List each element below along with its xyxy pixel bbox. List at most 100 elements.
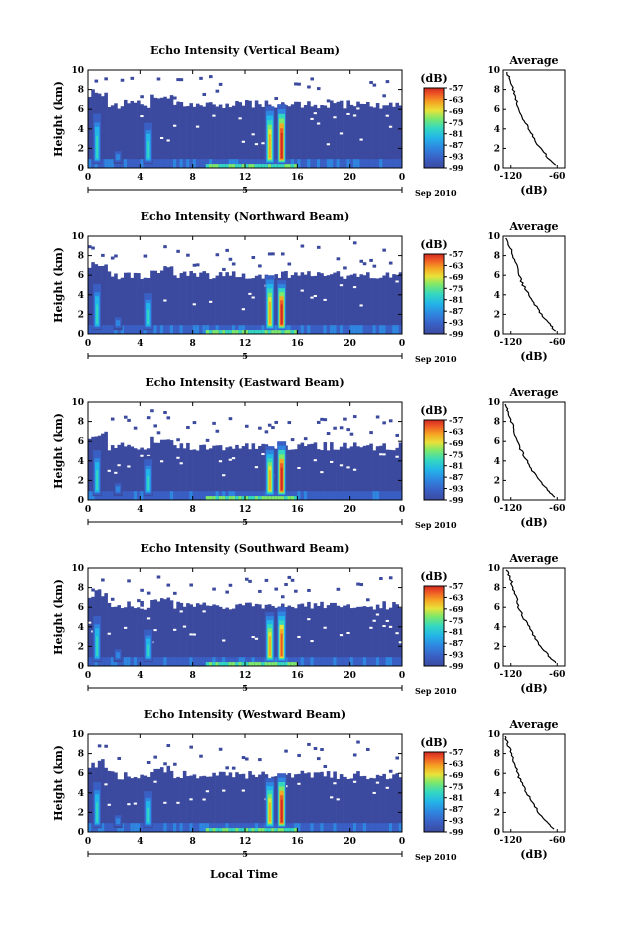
avg-x-tick-label: -120: [499, 338, 522, 348]
y-tick-label: 8: [78, 252, 84, 262]
y-tick-label: 2: [78, 808, 84, 818]
x-axis-label: Local Time: [210, 868, 278, 881]
x-tick-label: 20: [343, 173, 356, 183]
y-tick-label: 0: [78, 496, 84, 506]
y-tick-label: 6: [78, 603, 84, 613]
avg-x-tick-label: -120: [499, 836, 522, 846]
colorbar-tick-label: -69: [449, 438, 464, 448]
x-tick-label: 12: [239, 671, 252, 681]
x-tick-label: 0: [85, 339, 91, 349]
x-tick-label: 4: [137, 671, 143, 681]
convective-cell: [268, 134, 271, 159]
colorbar-tick-label: -57: [449, 249, 463, 259]
convective-cell: [268, 470, 271, 491]
x-tick-label: 0: [399, 173, 405, 183]
x-tick-label: 16: [291, 671, 304, 681]
colorbar-tick-label: -81: [449, 129, 463, 139]
avg-y-tick-label: 6: [494, 271, 500, 281]
x-tick-label: 0: [85, 837, 91, 847]
y-tick-label: 0: [78, 330, 84, 340]
average-profile-line: [504, 735, 555, 830]
avg-y-tick-label: 6: [494, 769, 500, 779]
convective-cell: [117, 655, 119, 657]
avg-y-tick-label: 10: [487, 66, 500, 76]
avg-y-tick-label: 0: [494, 330, 500, 340]
convective-cell: [280, 132, 283, 159]
average-profile-line: [504, 403, 556, 498]
colorbar-tick-label: -75: [449, 283, 463, 293]
echo-field: [88, 575, 403, 666]
avg-y-tick-label: 6: [494, 437, 500, 447]
average-x-label: (dB): [520, 848, 547, 861]
x-tick-label: 16: [291, 837, 304, 847]
y-tick-label: 2: [78, 144, 84, 154]
average-frame: [502, 733, 566, 833]
convective-cell: [96, 636, 99, 657]
x-tick-label: 0: [85, 173, 91, 183]
average-frame: [502, 567, 566, 667]
avg-y-tick-label: 2: [494, 476, 500, 486]
y-tick-label: 4: [78, 291, 84, 301]
avg-x-tick-label: -60: [549, 836, 565, 846]
average-profile-line: [506, 71, 557, 166]
x-tick-label: 4: [137, 173, 143, 183]
echo-field: [88, 409, 403, 500]
colorbar-tick-label: -93: [449, 152, 464, 162]
y-axis-label: Height (km): [52, 247, 65, 323]
panel-title: Echo Intensity (Southward Beam): [141, 542, 350, 555]
avg-y-tick-label: 2: [494, 144, 500, 154]
avg-x-tick-label: -120: [499, 504, 522, 514]
convective-cell: [117, 323, 119, 325]
day-label: 5: [242, 185, 248, 195]
colorbar-tick-label: -63: [449, 758, 464, 768]
colorbar-tick-label: -99: [449, 163, 464, 173]
avg-y-tick-label: 10: [487, 232, 500, 242]
panel-title: Echo Intensity (Vertical Beam): [150, 44, 340, 57]
beam-panel: Echo Intensity (Southward Beam) 0 2 4 6 8 10 0 4…: [52, 542, 566, 696]
colorbar-tick-label: -75: [449, 117, 463, 127]
day-label: 5: [242, 517, 248, 527]
colorbar-tick-label: -93: [449, 484, 464, 494]
avg-y-tick-label: 6: [494, 603, 500, 613]
colorbar-tick-label: -69: [449, 272, 464, 282]
colorbar-unit: (dB): [420, 570, 447, 583]
x-tick-label: 16: [291, 173, 304, 183]
convective-cell: [147, 807, 150, 823]
convective-cell: [147, 644, 150, 657]
y-tick-label: 10: [71, 564, 84, 574]
y-tick-label: 8: [78, 418, 84, 428]
avg-x-tick-label: -120: [499, 670, 522, 680]
y-tick-label: 8: [78, 86, 84, 96]
x-tick-label: 8: [190, 837, 196, 847]
x-tick-label: 0: [399, 339, 405, 349]
colorbar-tick-label: -81: [449, 461, 463, 471]
convective-cell: [147, 309, 150, 325]
y-tick-label: 8: [78, 584, 84, 594]
y-tick-label: 6: [78, 437, 84, 447]
average-title: Average: [508, 718, 558, 731]
beam-panel: Echo Intensity (Westward Beam) 0 2 4 6 8 10 0 4 8…: [52, 708, 566, 862]
colorbar-tick-label: -63: [449, 426, 464, 436]
colorbar-tick-label: -75: [449, 781, 463, 791]
colorbar-tick-label: -63: [449, 94, 464, 104]
colorbar-tick-label: -81: [449, 793, 463, 803]
y-tick-label: 10: [71, 232, 84, 242]
colorbar-tick-label: -69: [449, 770, 464, 780]
convective-cell: [280, 799, 283, 823]
colorbar-tick-label: -93: [449, 650, 464, 660]
y-tick-label: 6: [78, 105, 84, 115]
colorbar-tick-label: -69: [449, 604, 464, 614]
beam-panel: Echo Intensity (Vertical Beam) 0 2 4 6 8 10 0 4 8…: [52, 44, 566, 198]
convective-cell: [280, 467, 283, 491]
x-tick-label: 8: [190, 173, 196, 183]
colorbar: [423, 419, 445, 501]
colorbar-tick-label: -93: [449, 816, 464, 826]
convective-cell: [96, 802, 99, 823]
x-tick-label: 12: [239, 837, 252, 847]
convective-cell: [268, 636, 271, 657]
date-label: Sep 2010: [415, 520, 457, 530]
colorbar-tick-label: -63: [449, 260, 464, 270]
y-tick-label: 4: [78, 789, 84, 799]
avg-y-tick-label: 8: [494, 86, 500, 96]
